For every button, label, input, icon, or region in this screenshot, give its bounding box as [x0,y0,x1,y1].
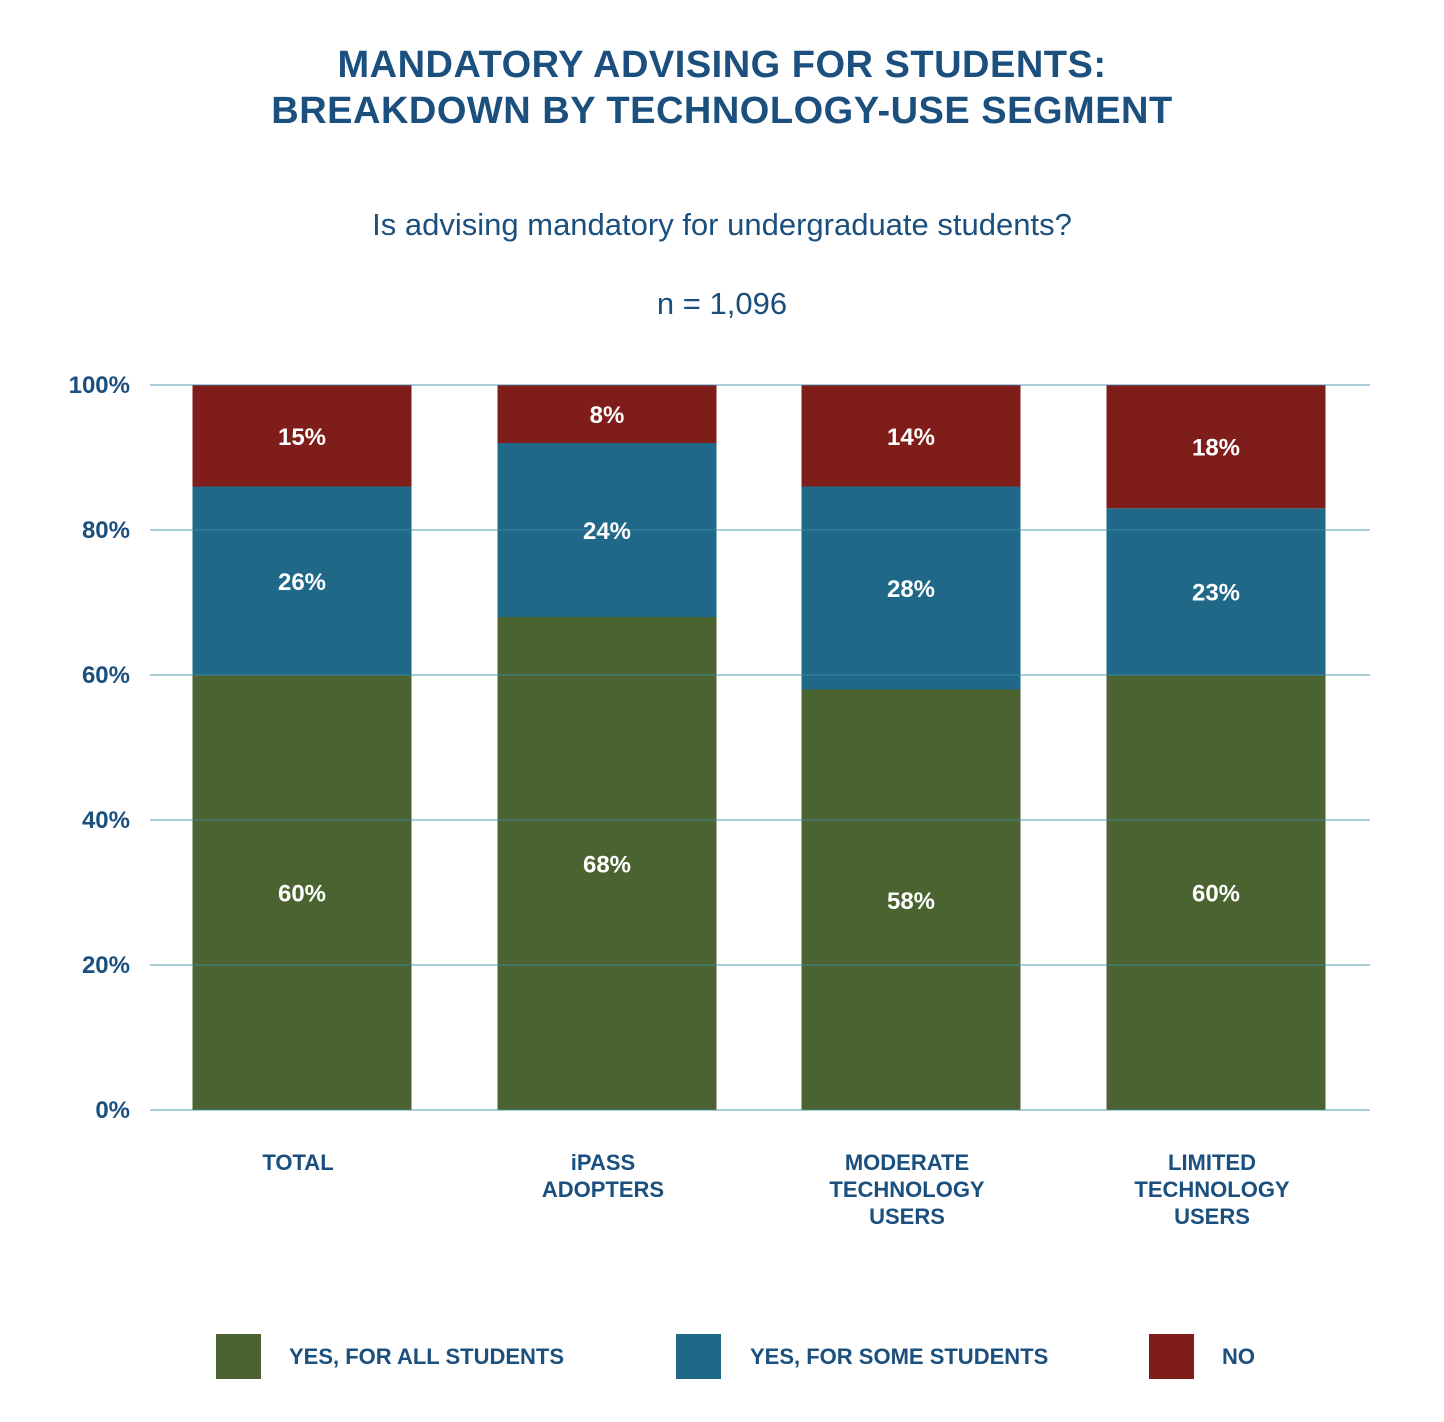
data-label-4-1: 60% [1192,881,1240,908]
y-tick-label: 60% [82,662,130,689]
legend-label-2: YES, FOR SOME STUDENTS [750,1344,1048,1369]
bar-segment-2-1 [497,617,717,1110]
chart-title: MANDATORY ADVISING FOR STUDENTS: BREAKDO… [0,42,1444,134]
legend-label-3: NO [1222,1344,1255,1369]
data-label-4-2: 23% [1192,580,1240,607]
data-label-4-3: 18% [1192,435,1240,462]
y-tick-label: 0% [95,1097,130,1124]
x-tick-label: TOTAL [262,1150,333,1175]
legend-label-1: YES, FOR ALL STUDENTS [289,1344,564,1369]
data-label-3-1: 58% [887,888,935,915]
bar-segment-3-1 [801,689,1021,1110]
x-tick-label: ADOPTERS [542,1177,664,1202]
chart-title-line-1: MANDATORY ADVISING FOR STUDENTS: [337,44,1107,86]
bar-segment-1-1 [192,675,412,1110]
y-tick-label: 40% [82,807,130,834]
data-label-3-3: 14% [887,424,935,451]
legend-swatch-2 [676,1334,721,1379]
data-label-2-3: 8% [590,402,625,429]
bar-segment-4-2 [1106,508,1326,675]
bar-segment-1-2 [192,486,412,675]
x-tick-label: USERS [1174,1204,1250,1229]
sample-size: n = 1,096 [656,286,788,321]
bar-segment-3-2 [801,486,1021,690]
legend-swatch-3 [1149,1334,1194,1379]
chart-subtitle: Is advising mandatory for undergraduate … [372,207,1072,242]
x-tick-label: TECHNOLOGY [1134,1177,1290,1202]
x-tick-label: TECHNOLOGY [829,1177,985,1202]
bar-segment-3-3 [801,385,1021,487]
y-tick-label: 80% [82,517,130,544]
data-label-3-2: 28% [887,576,935,603]
x-tick-label: USERS [869,1204,945,1229]
x-tick-label: MODERATE [845,1150,969,1175]
bar-segment-2-3 [497,385,717,443]
data-label-2-1: 68% [583,852,631,879]
y-tick-label: 100% [69,372,130,399]
bar-segment-4-1 [1106,675,1326,1110]
chart-title-line-2: BREAKDOWN BY TECHNOLOGY-USE SEGMENT [271,90,1173,132]
bar-segment-1-3 [192,385,412,487]
data-label-1-3: 15% [278,424,326,451]
data-label-1-1: 60% [278,881,326,908]
data-label-2-2: 24% [583,518,631,545]
data-label-1-2: 26% [278,569,326,596]
bar-segment-4-3 [1106,385,1326,509]
x-tick-label: iPASS [571,1150,635,1175]
x-tick-label: LIMITED [1168,1150,1256,1175]
legend-swatch-1 [216,1334,261,1379]
y-tick-label: 20% [82,952,130,979]
